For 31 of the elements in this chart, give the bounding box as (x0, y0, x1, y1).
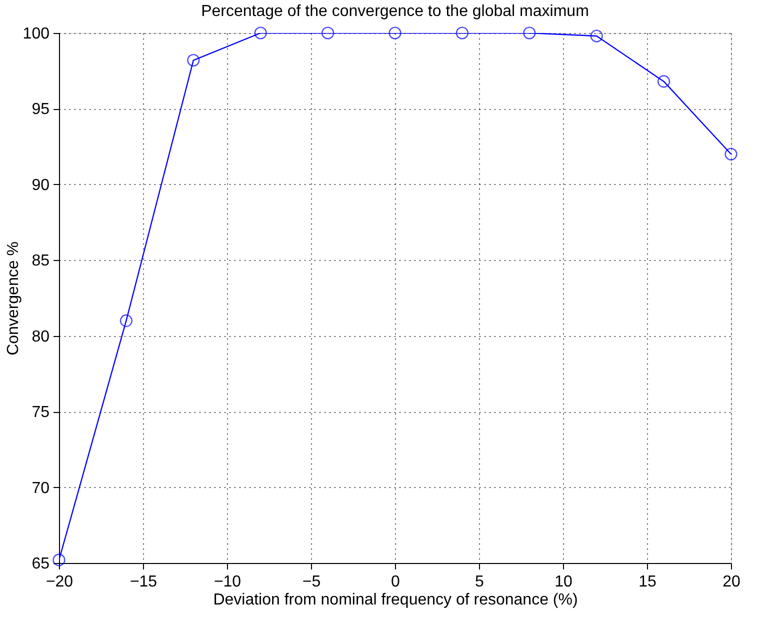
x-tick-label: −15 (130, 574, 158, 590)
y-tick-label: 85 (32, 252, 50, 270)
point (120, 314, 132, 328)
point (187, 54, 200, 67)
point (590, 30, 603, 42)
point (658, 75, 670, 88)
x-tick-label: 0 (391, 574, 400, 590)
point (52, 554, 66, 566)
x-tick-label: 10 (554, 574, 572, 590)
point (388, 26, 402, 40)
x-axis-title: Deviation from nominal frequency of resonance (%) (213, 592, 578, 608)
y-tick-label: 100 (22, 26, 50, 42)
y-tick-label: 80 (32, 328, 50, 346)
y-tick-label: 95 (32, 101, 50, 118)
x-tick-label: 20 (722, 574, 740, 590)
x-tick-label: 15 (638, 574, 656, 590)
point (322, 26, 334, 40)
y-tick-label: 90 (32, 176, 50, 194)
y-tick-label: 75 (32, 404, 50, 422)
y-tick-label: 70 (32, 480, 50, 497)
y-tick-label: 65 (32, 556, 50, 572)
point (523, 26, 536, 40)
y-axis-title: Convergence % (4, 242, 22, 356)
x-tick-label: −5 (302, 574, 321, 590)
chart-title: Percentage of the convergence to the global maximum (201, 2, 589, 20)
point (456, 26, 468, 40)
x-tick-label: −10 (214, 574, 242, 590)
point (254, 26, 267, 40)
x-tick-label: −20 (46, 574, 74, 590)
x-tick-label: 5 (475, 574, 484, 590)
point (724, 148, 738, 160)
